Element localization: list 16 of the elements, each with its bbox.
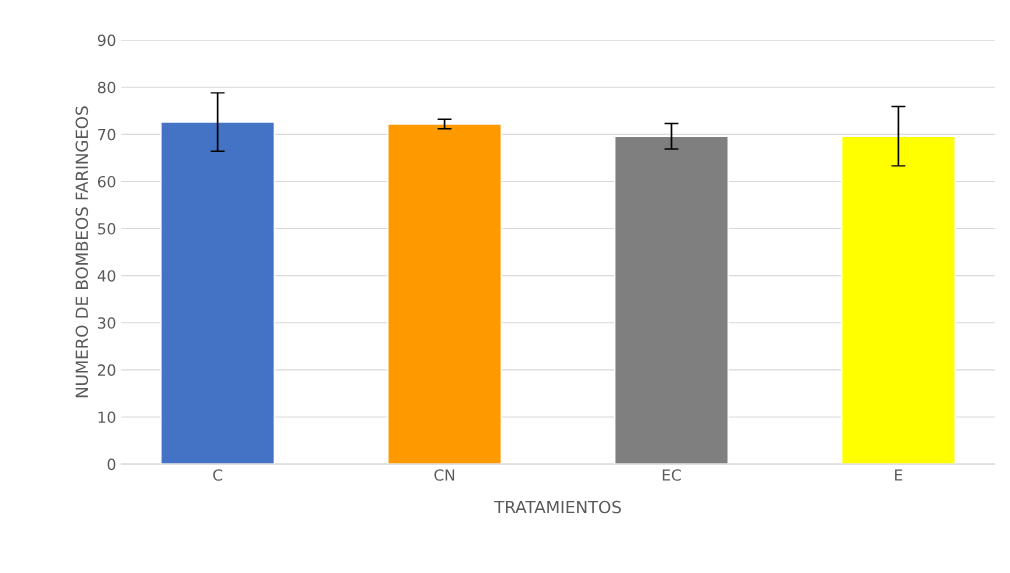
- y-tick-label: 20: [98, 364, 116, 376]
- x-tick-label: CN: [434, 469, 455, 481]
- x-tick-label: C: [213, 469, 223, 481]
- y-tick-label: 60: [97, 175, 116, 188]
- y-tick-label: 50: [98, 223, 116, 235]
- y-tick-label: 40: [97, 270, 116, 282]
- y-tick-label: 0: [107, 458, 116, 471]
- x-tick-label: E: [895, 469, 903, 481]
- y-tick-label: 90: [97, 34, 116, 47]
- y-tick-label: 30: [98, 317, 116, 329]
- y-tick-label: 70: [98, 128, 116, 141]
- y-tick-label: 80: [97, 81, 116, 94]
- y-tick-label: 10: [98, 411, 116, 424]
- x-tick-label: EC: [662, 469, 681, 481]
- x-axis-title: TRATAMIENTOS: [494, 500, 621, 514]
- y-axis-title: NUMERO DE BOMBEOS FARINGEOS: [75, 106, 89, 398]
